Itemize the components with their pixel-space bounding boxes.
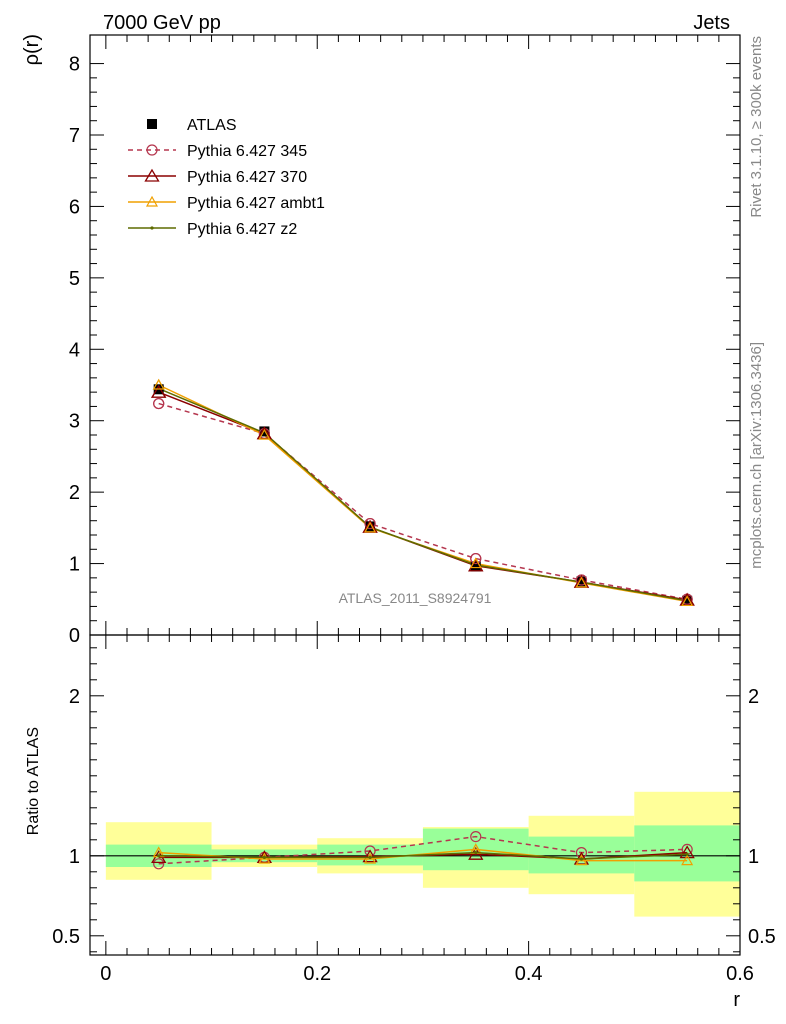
main-point-overlay — [364, 517, 376, 530]
ratio-point — [368, 855, 372, 860]
analysis-label: ATLAS_2011_S8924791 — [339, 590, 492, 606]
main-line-pythia-6-427-345 — [158, 402, 688, 601]
legend-label: Pythia 6.427 ambt1 — [187, 195, 325, 212]
ratio-axis-ticks: 0.5 0.5 1 1 2 2 0 0.2 0.4 0.6 — [52, 635, 776, 985]
legend-marker — [145, 195, 159, 207]
legend-marker — [146, 144, 158, 156]
ratio-uncertainty-bands — [90, 791, 740, 917]
x-axis-label: r — [733, 989, 740, 1011]
main-line-pythia-6-427-ambt1 — [158, 384, 688, 603]
ratio-y-tick-label-right: 2 — [748, 686, 759, 708]
legend-marker — [150, 226, 154, 230]
main-line-pythia-6-427-z2 — [158, 387, 688, 602]
ratio-point — [685, 852, 689, 856]
process-label: Jets — [693, 12, 730, 34]
main-point-overlay — [364, 521, 377, 533]
ratio-point — [681, 854, 694, 866]
main-point-overlay — [681, 595, 694, 607]
ratio-y-tick-label: 0.5 — [52, 926, 80, 948]
legend-label: Pythia 6.427 345 — [187, 143, 307, 160]
main-axis-ticks: 0 1 2 3 4 5 6 7 8 — [69, 35, 741, 647]
ratio-line-pythia-6-427-ambt1 — [158, 848, 688, 862]
ratio-point — [362, 849, 378, 863]
ratio-series-layer — [151, 830, 695, 870]
data-point — [576, 576, 587, 587]
ratio-point — [679, 845, 695, 859]
ratio-point — [575, 854, 588, 866]
main-point-overlay — [258, 428, 271, 440]
main-point-overlay — [469, 557, 482, 569]
ratio-y-tick-label-right: 1 — [748, 846, 759, 868]
main-y-tick-label: 0 — [69, 625, 80, 647]
main-y-tick-label: 4 — [69, 339, 80, 361]
x-tick-label: 0.4 — [515, 963, 543, 985]
energy-label: 7000 GeV pp — [103, 12, 221, 34]
ratio-y-tick-label: 1 — [69, 846, 80, 868]
main-y-tick-label: 2 — [69, 482, 80, 504]
main-y-tick-label: 7 — [69, 125, 80, 147]
main-y-tick-label: 8 — [69, 54, 80, 76]
ratio-y-tick-label-right: 0.5 — [748, 926, 776, 948]
ratio-y-tick-label: 2 — [69, 686, 80, 708]
ratio-point — [157, 854, 161, 858]
x-tick-label: 0.6 — [726, 963, 754, 985]
ratio-line-pythia-6-427-z2 — [158, 851, 688, 860]
main-y-tick-label: 6 — [69, 196, 80, 218]
legend-label: Pythia 6.427 370 — [187, 169, 307, 186]
ratio-point — [258, 852, 271, 864]
main-point-overlay — [152, 378, 165, 390]
ratio-point — [153, 858, 165, 870]
rivet-label: Rivet 3.1.10, ≥ 300k events — [748, 36, 765, 218]
data-point — [259, 426, 270, 437]
x-tick-label: 0 — [100, 963, 111, 985]
main-point-overlay — [151, 384, 167, 398]
x-tick-label: 0.2 — [303, 963, 331, 985]
ratio-point — [364, 852, 377, 864]
legend-label: Pythia 6.427 z2 — [187, 221, 297, 238]
legend-marker — [144, 168, 160, 182]
main-point-overlay — [470, 552, 482, 565]
main-series-layer — [151, 378, 695, 607]
legend-marker — [147, 119, 157, 129]
ratio-point — [579, 857, 584, 861]
legend-label: ATLAS — [187, 117, 237, 134]
data-point — [470, 561, 481, 572]
main-point-overlay — [575, 576, 588, 588]
ratio-point — [474, 851, 478, 855]
data-point — [365, 521, 376, 532]
main-point-overlay — [153, 397, 165, 410]
main-y-tick-label: 1 — [69, 554, 80, 576]
ratio-point — [262, 855, 266, 860]
data-point — [682, 595, 693, 606]
ratio-y-axis-label: Ratio to ATLAS — [25, 727, 42, 835]
ratio-line-pythia-6-427-345 — [158, 835, 688, 865]
ratio-plot-frame — [89, 634, 741, 956]
ratio-point — [470, 830, 482, 843]
legend: ATLAS Pythia 6.427 345 Pythia 6.427 370 Pyt… — [128, 117, 325, 238]
main-y-tick-label: 3 — [69, 411, 80, 433]
main-y-axis-label: ρ(r) — [21, 34, 43, 65]
source-label: mcplots.cern.ch [arXiv:1306.3436] — [748, 342, 765, 569]
main-y-tick-label: 5 — [69, 268, 80, 290]
